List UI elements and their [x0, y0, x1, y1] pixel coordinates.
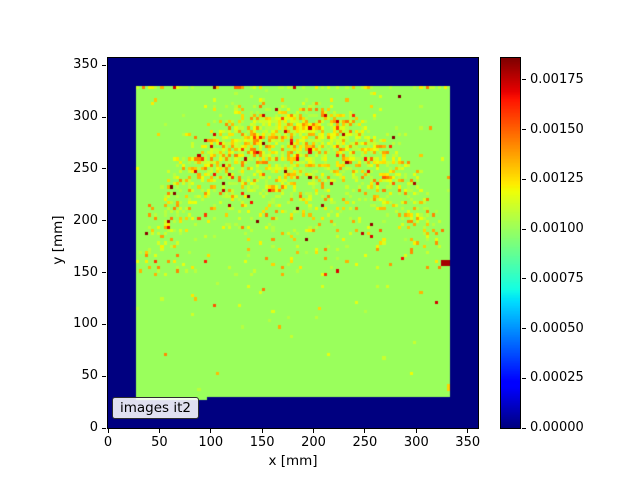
- x-tick-label: 250: [352, 435, 378, 450]
- colorbar-gradient: [501, 58, 520, 428]
- y-tick-label: 50: [81, 368, 98, 384]
- x-tick-mark: [261, 429, 263, 433]
- x-tick-mark: [210, 429, 212, 433]
- x-tick-mark: [313, 429, 315, 433]
- legend-box: images it2: [112, 397, 200, 419]
- x-tick-label: 350: [455, 435, 481, 450]
- y-tick-label: 300: [73, 109, 98, 125]
- colorbar-tick-mark: [522, 278, 526, 280]
- colorbar-tick-mark: [522, 427, 526, 429]
- colorbar-tick-label: 0.00150: [530, 121, 584, 137]
- colorbar-tick-label: 0.00075: [530, 270, 584, 286]
- y-tick-mark: [102, 323, 106, 325]
- x-tick-mark: [158, 429, 160, 433]
- x-tick-mark: [107, 429, 109, 433]
- colorbar-tick-mark: [522, 129, 526, 131]
- colorbar-tick-label: 0.00100: [530, 221, 584, 237]
- x-tick-label: 150: [249, 435, 275, 450]
- x-tick-mark: [364, 429, 366, 433]
- colorbar-tick-mark: [522, 328, 526, 330]
- x-tick-label: 0: [103, 435, 113, 450]
- colorbar-tick-mark: [522, 79, 526, 81]
- colorbar-tick-label: 0.00050: [530, 320, 584, 336]
- y-tick-label: 100: [73, 316, 98, 332]
- y-axis-label: y [mm]: [50, 215, 66, 265]
- x-tick-mark: [415, 429, 417, 433]
- y-tick-label: 0: [89, 420, 98, 435]
- colorbar-tick-label: 0.00175: [530, 71, 584, 87]
- axes-frame: [107, 57, 479, 429]
- y-tick-mark: [102, 116, 106, 118]
- y-tick-label: 150: [73, 264, 98, 280]
- y-tick-label: 350: [73, 57, 98, 73]
- colorbar-tick-label: 0.00025: [530, 370, 584, 386]
- x-tick-label: 50: [151, 435, 168, 450]
- colorbar-tick-mark: [522, 178, 526, 180]
- heatmap-image: [108, 58, 478, 428]
- colorbar-tick-mark: [522, 228, 526, 230]
- y-tick-mark: [102, 64, 106, 66]
- y-tick-mark: [102, 220, 106, 222]
- y-tick-mark: [102, 168, 106, 170]
- colorbar-tick-label: 0.00125: [530, 171, 584, 187]
- colorbar-frame: [500, 57, 521, 429]
- colorbar-tick-mark: [522, 377, 526, 379]
- y-tick-label: 200: [73, 212, 98, 228]
- y-tick-mark: [102, 272, 106, 274]
- x-tick-mark: [467, 429, 469, 433]
- y-tick-mark: [102, 375, 106, 377]
- x-axis-label: x [mm]: [268, 453, 318, 469]
- legend-label: images it2: [120, 400, 192, 416]
- colorbar-tick-label: 0.00000: [530, 420, 584, 435]
- x-tick-label: 100: [198, 435, 224, 450]
- y-tick-label: 250: [73, 160, 98, 176]
- y-tick-mark: [102, 427, 106, 429]
- x-tick-label: 300: [403, 435, 429, 450]
- x-tick-label: 200: [301, 435, 326, 450]
